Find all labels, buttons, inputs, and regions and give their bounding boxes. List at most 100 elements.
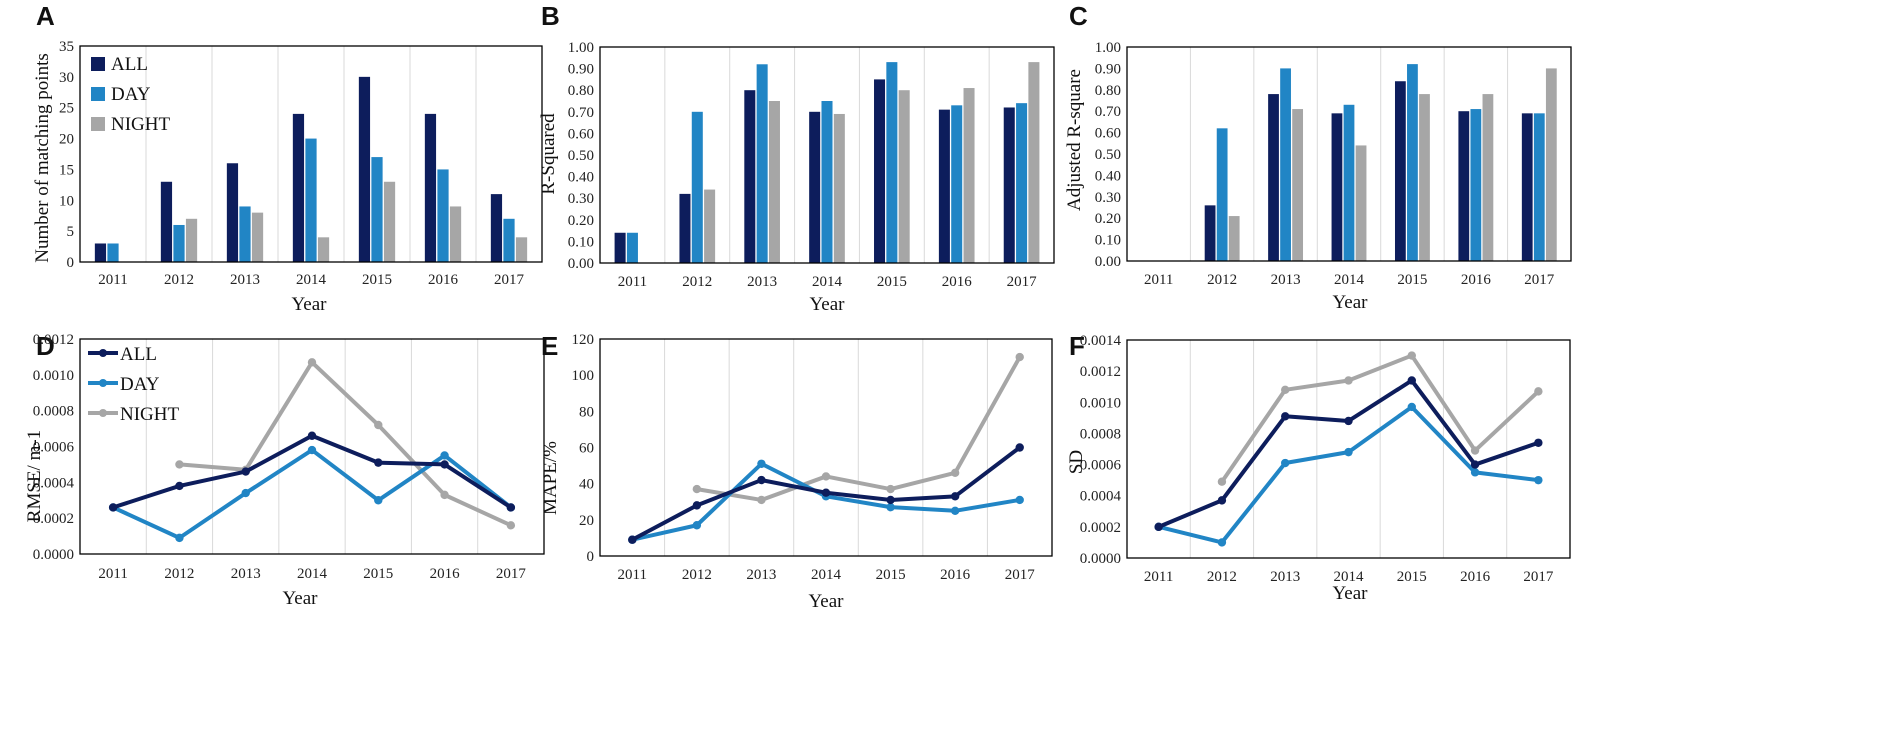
x-tick-label: 2017 [496, 566, 527, 582]
y-tick-label: 0.10 [1095, 233, 1121, 249]
bar-all-2012 [679, 193, 691, 263]
point-day-2015 [886, 502, 895, 512]
point-night-2015 [374, 420, 383, 430]
x-tick-label: 2011 [1144, 272, 1173, 288]
x-tick-label: 2012 [682, 567, 712, 583]
panel-letter: A [36, 1, 55, 31]
x-tick-label: 2012 [1207, 569, 1237, 585]
y-axis-title: RMSE/ m-1 [24, 430, 45, 522]
y-tick-label: 0.70 [568, 105, 594, 121]
panel-d-plot: 0.0000 0.0002 0.0004 0.0006 0.0008 0.0010 0.00… [33, 332, 545, 582]
point-night-2015 [886, 484, 895, 494]
bar-night-2015 [383, 181, 396, 262]
bar-day-2012 [691, 111, 703, 263]
y-tick-label: 25 [59, 101, 74, 117]
y-axis-title: R-Squared [538, 113, 559, 195]
bar-day-2014 [1343, 104, 1355, 261]
y-tick-label: 0.70 [1095, 104, 1121, 120]
y-tick-label: 0.0000 [1080, 551, 1121, 567]
y-tick-label: 0.0004 [33, 475, 75, 491]
point-all-2016 [440, 460, 449, 469]
x-tick-label: 2017 [1524, 272, 1555, 288]
bar-all-2014 [1331, 113, 1343, 261]
bar-day-2014 [821, 101, 833, 263]
point-night-2017 [1534, 387, 1543, 396]
bar-day-2011 [626, 232, 638, 263]
legend-label-all: ALL [120, 344, 157, 365]
bar-all-2013 [1268, 94, 1279, 261]
x-tick-label: 2015 [1397, 569, 1427, 585]
point-night-2014 [821, 472, 831, 481]
point-all-2017 [1015, 443, 1024, 452]
x-tick-label: 2011 [98, 566, 127, 582]
bar-night-2013 [1292, 109, 1304, 261]
x-tick-label: 2014 [812, 274, 843, 290]
plot-frame [599, 46, 1055, 264]
bar-day-2016 [951, 105, 963, 263]
point-night-2014 [307, 358, 317, 367]
point-all-2011 [628, 535, 637, 544]
point-day-2013 [1281, 458, 1290, 468]
bar-night-2017 [1028, 62, 1040, 264]
bar-all-2015 [1394, 81, 1406, 262]
point-day-2012 [1217, 538, 1227, 547]
bar-night-2014 [317, 237, 330, 262]
x-tick-label: 2015 [363, 566, 393, 582]
bar-day-2013 [756, 64, 768, 263]
panel-a-plot: 0 5 10 15 20 25 30 35 2011 2012 2013 2014 2015 2016 20… [59, 39, 543, 288]
y-tick-label: 10 [59, 193, 74, 209]
legend-marker-day [99, 379, 107, 387]
y-tick-label: 60 [579, 441, 594, 457]
point-all-2012 [692, 501, 702, 510]
bar-day-2012 [173, 224, 185, 262]
x-tick-label: 2016 [942, 274, 973, 290]
line-day [112, 448, 513, 540]
bar-night-2014 [833, 113, 845, 264]
bar-day-2014 [305, 138, 317, 262]
x-tick-label: 2014 [811, 567, 842, 583]
y-tick-label: 0.0004 [1080, 489, 1122, 505]
x-tick-label: 2016 [1461, 272, 1492, 288]
point-day-2012 [175, 533, 184, 543]
bar-night-2016 [1482, 94, 1494, 261]
bar-night-2013 [251, 212, 264, 262]
x-tick-label: 2012 [1207, 272, 1237, 288]
y-tick-label: 0.50 [1095, 147, 1121, 163]
y-tick-label: 0.0010 [33, 368, 74, 384]
legend-label-day: DAY [120, 374, 160, 395]
x-tick-label: 2013 [230, 272, 260, 288]
y-tick-label: 35 [59, 39, 74, 55]
point-night-2013 [757, 495, 766, 505]
bar-all-2011 [94, 243, 107, 262]
bar-day-2015 [371, 157, 383, 262]
panel-a: A 0 5 10 15 20 25 30 35 2011 2012 2013 2014 2015 2016… [32, 1, 543, 315]
bar-all-2012 [160, 181, 173, 262]
point-all-2013 [241, 467, 250, 476]
plot-frame [1126, 339, 1571, 559]
x-tick-label: 2016 [428, 272, 459, 288]
y-tick-label: 100 [572, 368, 595, 384]
panel-f: F 0.00000.00020.00040.00060.00080.00100.… [1066, 331, 1571, 604]
panel-b-plot: 0.00 0.10 0.20 0.30 0.40 0.50 0.60 0.70 0.80 0.90… [568, 40, 1055, 290]
plot-frame [1126, 46, 1572, 262]
bar-night-2017 [515, 237, 528, 262]
point-all-2015 [374, 458, 383, 467]
panel-letter: C [1069, 1, 1088, 31]
y-axis-title: MAPE/% [540, 441, 561, 515]
x-tick-label: 2013 [746, 567, 776, 583]
bar-all-2017 [490, 194, 503, 262]
point-day-2016 [1470, 468, 1480, 477]
y-tick-label: 0.0002 [33, 511, 74, 527]
bar-all-2016 [1458, 111, 1470, 261]
line-day [1158, 404, 1539, 545]
legend-marker-night [99, 409, 107, 417]
line-night [1220, 353, 1540, 483]
y-tick-label: 0.80 [1095, 83, 1121, 99]
x-tick-label: 2015 [1397, 272, 1427, 288]
x-axis-title: Year [291, 294, 327, 315]
bar-all-2017 [1003, 107, 1015, 263]
x-tick-label: 2012 [164, 566, 194, 582]
x-tick-label: 2013 [1271, 272, 1301, 288]
x-tick-label: 2017 [1005, 567, 1036, 583]
x-tick-label: 2017 [1007, 274, 1038, 290]
